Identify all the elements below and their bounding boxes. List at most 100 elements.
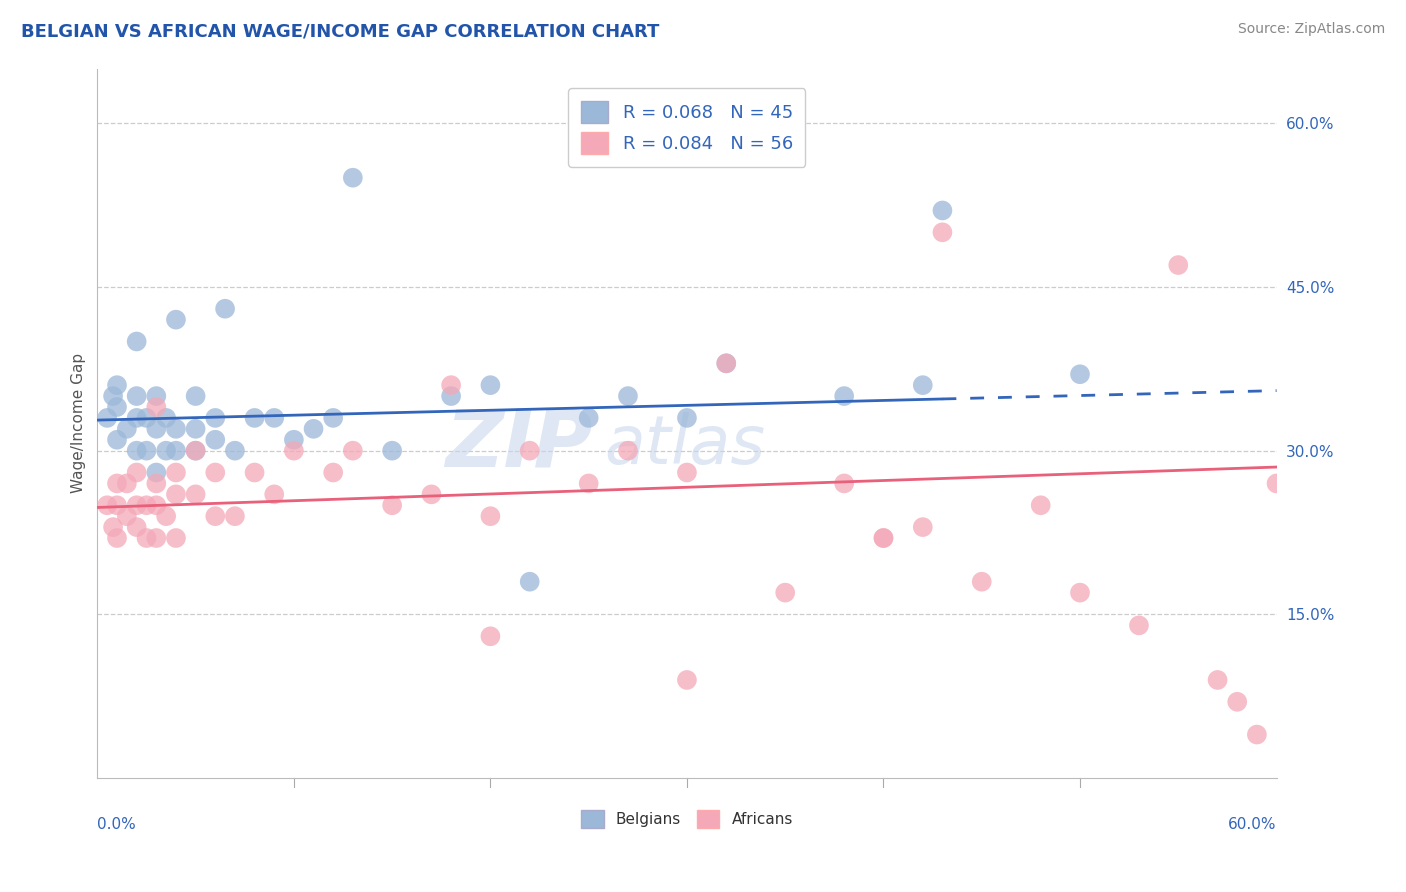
Point	[440, 378, 463, 392]
Point	[155, 443, 177, 458]
Point	[1029, 498, 1052, 512]
Point	[381, 443, 404, 458]
Point	[145, 389, 167, 403]
Point	[105, 476, 128, 491]
Point	[155, 411, 177, 425]
Point	[676, 466, 699, 480]
Point	[342, 443, 364, 458]
Point	[145, 531, 167, 545]
Point	[322, 466, 344, 480]
Point	[125, 466, 148, 480]
Point	[1167, 258, 1189, 272]
Point	[243, 466, 266, 480]
Point	[519, 443, 541, 458]
Point	[773, 585, 796, 599]
Point	[676, 673, 699, 687]
Point	[716, 356, 738, 370]
Point	[283, 443, 305, 458]
Point	[420, 487, 443, 501]
Point	[716, 356, 738, 370]
Point	[115, 476, 138, 491]
Point	[519, 574, 541, 589]
Point	[145, 476, 167, 491]
Point	[676, 411, 699, 425]
Point	[204, 433, 226, 447]
Point	[125, 411, 148, 425]
Point	[1226, 695, 1249, 709]
Point	[184, 443, 207, 458]
Point	[578, 411, 600, 425]
Point	[872, 531, 894, 545]
Point	[145, 498, 167, 512]
Point	[184, 443, 207, 458]
Point	[204, 466, 226, 480]
Point	[165, 466, 187, 480]
Point	[342, 170, 364, 185]
Point	[872, 531, 894, 545]
Point	[1128, 618, 1150, 632]
Point	[1246, 727, 1268, 741]
Text: 60.0%: 60.0%	[1227, 817, 1277, 832]
Point	[224, 509, 246, 524]
Point	[135, 411, 157, 425]
Point	[1069, 585, 1091, 599]
Point	[96, 498, 118, 512]
Point	[145, 422, 167, 436]
Point	[125, 389, 148, 403]
Point	[283, 433, 305, 447]
Point	[931, 225, 953, 239]
Point	[440, 389, 463, 403]
Point	[479, 509, 502, 524]
Point	[479, 629, 502, 643]
Point	[145, 466, 167, 480]
Point	[125, 498, 148, 512]
Point	[1069, 368, 1091, 382]
Point	[115, 509, 138, 524]
Point	[184, 422, 207, 436]
Point	[105, 531, 128, 545]
Legend: Belgians, Africans: Belgians, Africans	[575, 804, 799, 834]
Point	[243, 411, 266, 425]
Point	[1206, 673, 1229, 687]
Point	[115, 422, 138, 436]
Point	[135, 443, 157, 458]
Point	[322, 411, 344, 425]
Point	[105, 378, 128, 392]
Point	[970, 574, 993, 589]
Point	[224, 443, 246, 458]
Point	[204, 509, 226, 524]
Point	[911, 378, 934, 392]
Point	[204, 411, 226, 425]
Point	[617, 443, 640, 458]
Point	[832, 389, 855, 403]
Point	[125, 520, 148, 534]
Point	[1265, 476, 1288, 491]
Point	[105, 433, 128, 447]
Point	[214, 301, 236, 316]
Point	[931, 203, 953, 218]
Text: ZIP: ZIP	[446, 406, 592, 483]
Text: 0.0%: 0.0%	[97, 817, 136, 832]
Point	[101, 520, 124, 534]
Point	[381, 498, 404, 512]
Point	[135, 498, 157, 512]
Y-axis label: Wage/Income Gap: Wage/Income Gap	[72, 353, 86, 493]
Point	[135, 531, 157, 545]
Point	[105, 498, 128, 512]
Point	[165, 422, 187, 436]
Point	[125, 443, 148, 458]
Point	[165, 443, 187, 458]
Point	[302, 422, 325, 436]
Point	[911, 520, 934, 534]
Point	[155, 509, 177, 524]
Point	[184, 389, 207, 403]
Point	[96, 411, 118, 425]
Point	[165, 487, 187, 501]
Text: BELGIAN VS AFRICAN WAGE/INCOME GAP CORRELATION CHART: BELGIAN VS AFRICAN WAGE/INCOME GAP CORRE…	[21, 22, 659, 40]
Point	[578, 476, 600, 491]
Point	[101, 389, 124, 403]
Point	[479, 378, 502, 392]
Text: atlas: atlas	[605, 412, 765, 477]
Point	[832, 476, 855, 491]
Point	[263, 487, 285, 501]
